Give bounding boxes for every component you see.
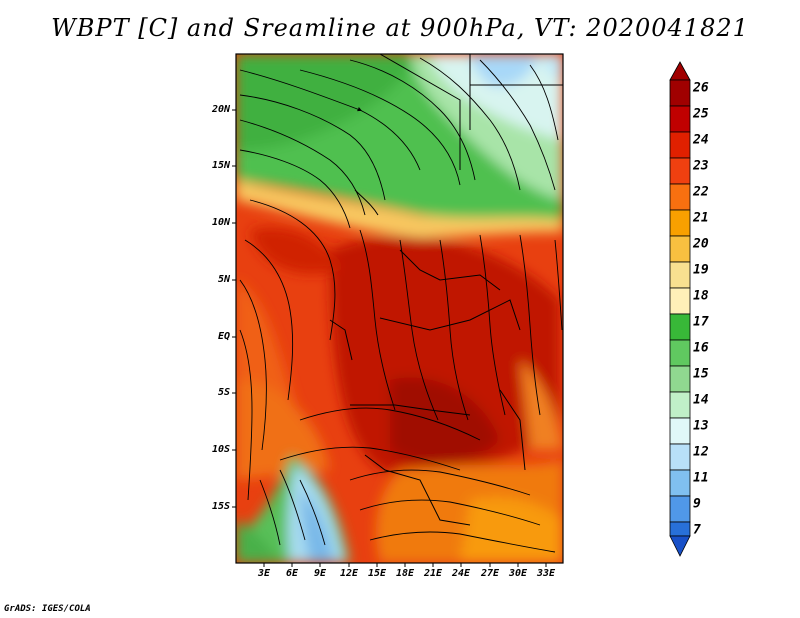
colorbar-top-arrow (669, 61, 691, 81)
lat-label: 10S (211, 444, 230, 455)
colorbar-label: 18 (693, 288, 709, 304)
colorbar-label: 9 (693, 496, 701, 512)
lon-label: 9E (313, 568, 327, 579)
colorbar-label: 12 (693, 444, 709, 460)
colorbar-label: 13 (693, 418, 709, 434)
lat-label: 15S (211, 501, 230, 512)
colorbar-label: 16 (693, 340, 709, 356)
streamlines (239, 57, 563, 553)
colorbar-label: 15 (693, 366, 709, 382)
colorbar-label: 20 (693, 236, 709, 252)
lat-label: 15N (211, 160, 230, 171)
lon-label: 30E (508, 568, 528, 579)
axis-ticks (232, 109, 547, 567)
lon-label: 21E (423, 568, 443, 579)
colorbar-label: 21 (693, 210, 709, 226)
lon-label: 24E (451, 568, 471, 579)
credit-label: GrADS: IGES/COLA (4, 604, 91, 614)
lon-label: 15E (367, 568, 387, 579)
colorbar-label: 7 (693, 522, 701, 538)
colorbar-label: 17 (693, 314, 709, 330)
colorbar-label: 14 (693, 392, 709, 408)
lon-label: 6E (285, 568, 299, 579)
country-borders (329, 54, 563, 526)
lon-label: 3E (257, 568, 271, 579)
wbpt-field (236, 54, 563, 563)
colorbar (669, 61, 691, 557)
map-title: WBPT [C] and Sreamline at 900hPa, VT: 20… (51, 14, 749, 42)
lat-label: 20N (211, 104, 230, 115)
lat-label: 10N (211, 217, 230, 228)
colorbar-label: 22 (693, 184, 709, 200)
colorbar-label: 19 (693, 262, 709, 278)
colorbar-bottom-arrow (669, 535, 691, 557)
lat-label: 5N (217, 274, 230, 285)
colorbar-label: 11 (693, 470, 709, 486)
colorbar-label: 25 (693, 106, 709, 122)
lat-label: EQ (217, 331, 230, 342)
map-frame (235, 53, 564, 564)
lon-label: 12E (339, 568, 359, 579)
lon-label: 27E (480, 568, 500, 579)
colorbar-label: 26 (693, 80, 709, 96)
colorbar-label: 24 (693, 132, 709, 148)
colorbar-label: 23 (693, 158, 709, 174)
lon-label: 18E (395, 568, 415, 579)
lon-label: 33E (536, 568, 556, 579)
lat-label: 5S (217, 387, 230, 398)
